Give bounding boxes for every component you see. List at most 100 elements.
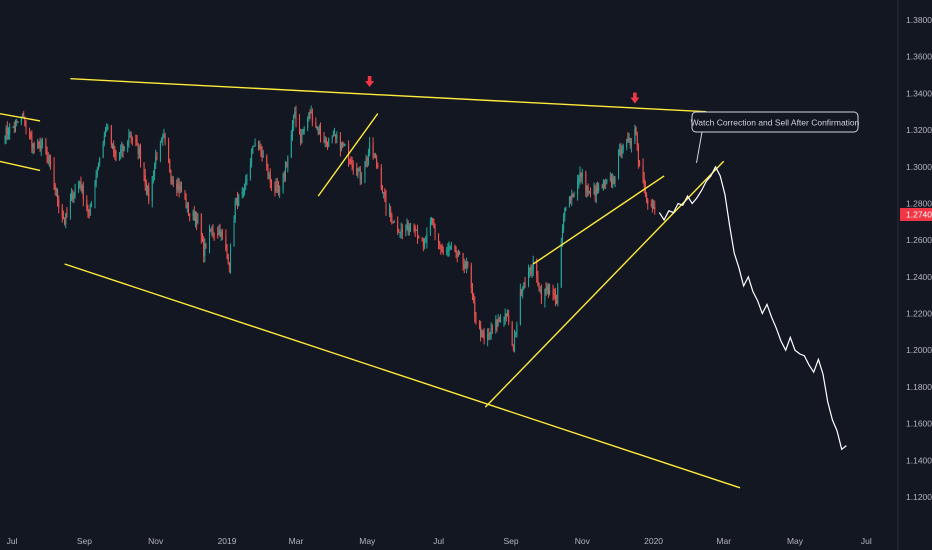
candle-body: [284, 166, 286, 177]
candle-body: [605, 182, 607, 184]
candle-body: [537, 276, 539, 287]
candle-body: [441, 248, 443, 251]
candle-body: [283, 173, 285, 177]
candle-body: [407, 222, 409, 232]
callout-box: [691, 111, 859, 133]
arrow-stem: [367, 76, 372, 82]
candle-body: [381, 188, 383, 193]
trendline-2[interactable]: [0, 160, 41, 172]
annotation-layer[interactable]: Watch Correction and Sell After Confirma…: [691, 111, 860, 164]
candle-body: [398, 230, 400, 233]
candle-body: [573, 194, 575, 198]
candle-body: [179, 186, 181, 191]
candle-body: [595, 186, 597, 197]
candle-body: [220, 231, 222, 236]
candle-body: [504, 313, 506, 320]
y-tick-label: 1.16000: [906, 419, 932, 429]
x-tick-label: Sep: [503, 536, 518, 546]
price-axis[interactable]: 1.38000 1.36000 1.34000 1.32000 1.30000 1.280…: [897, 0, 932, 550]
candle-body: [642, 164, 644, 179]
candle-body: [447, 250, 449, 252]
trendline-3[interactable]: [70, 78, 707, 113]
candle-body: [613, 177, 615, 184]
candle-body: [140, 148, 142, 163]
candle-body: [147, 186, 149, 192]
candle-body: [367, 153, 369, 161]
candle-body: [593, 188, 595, 193]
candle-body: [410, 227, 412, 229]
candle-body: [549, 289, 551, 293]
candle-body: [315, 122, 317, 128]
candle-body: [356, 167, 358, 175]
candle-body: [561, 229, 563, 245]
candle-body: [442, 250, 444, 253]
candle-body: [9, 127, 11, 135]
time-axis[interactable]: Jul Sep Nov 2019 Mar May Jul Sep Nov 2020 Mar May Ju…: [7, 536, 872, 546]
x-tick-label: Mar: [716, 536, 731, 546]
candle-body: [137, 143, 139, 155]
candle-body: [421, 238, 423, 242]
candle-body: [556, 301, 558, 304]
markers-layer: [365, 76, 640, 104]
candle-body: [488, 334, 490, 336]
candle-body: [328, 138, 330, 148]
candle-body: [81, 185, 83, 190]
candle-body: [358, 168, 360, 171]
candle-body: [245, 180, 247, 184]
candle-body: [32, 143, 34, 148]
candle-body: [178, 184, 180, 191]
y-tick-label: 1.36000: [906, 52, 932, 62]
y-tick-label: 1.34000: [906, 88, 932, 98]
candle-body: [364, 166, 366, 177]
candle-body: [440, 244, 442, 249]
candle-body: [466, 262, 468, 267]
candle-body: [13, 126, 15, 129]
candle-body: [528, 271, 530, 286]
trendline-1[interactable]: [0, 113, 41, 122]
candle-body: [155, 156, 157, 165]
candle-body: [37, 142, 39, 149]
candle-body: [475, 316, 477, 324]
candle-body: [276, 185, 278, 187]
callout-1[interactable]: Watch Correction and Sell After Confirma…: [691, 111, 860, 164]
x-tick-label: Jul: [7, 536, 18, 546]
candle-body: [643, 178, 645, 187]
candle-body: [156, 156, 158, 159]
candle-body: [55, 189, 57, 191]
candle-body: [446, 250, 448, 253]
candle-body: [482, 330, 484, 335]
candle-body: [64, 218, 66, 225]
candle-body: [553, 293, 555, 295]
candle-body: [522, 288, 524, 292]
candle-body: [200, 213, 202, 237]
candle-body: [225, 236, 227, 249]
candle-body: [490, 327, 492, 335]
candle-body: [20, 116, 22, 123]
candle-body: [201, 236, 203, 240]
x-tick-label: Jul: [861, 536, 872, 546]
candle-body: [31, 136, 33, 148]
y-tick-label: 1.12000: [906, 492, 932, 502]
candle-body: [303, 128, 305, 133]
trendline-5[interactable]: [317, 113, 379, 197]
candle-body: [102, 143, 104, 158]
y-tick-label: 1.30000: [906, 162, 932, 172]
candle-body: [302, 132, 304, 135]
candle-body: [521, 290, 523, 292]
candle-body: [564, 207, 566, 217]
candle-body: [352, 165, 354, 168]
trendline-7[interactable]: [532, 175, 665, 265]
candle-body: [318, 129, 320, 134]
candle-body: [585, 172, 587, 191]
trendline-4[interactable]: [64, 263, 741, 489]
candle-body: [97, 163, 99, 170]
x-tick-label: Nov: [148, 536, 164, 546]
candle-body: [185, 199, 187, 208]
candle-body: [512, 345, 514, 349]
candle-body: [5, 128, 7, 140]
candle-body: [311, 111, 313, 123]
candle-body: [267, 166, 269, 176]
y-tick-label: 1.38000: [906, 15, 932, 25]
